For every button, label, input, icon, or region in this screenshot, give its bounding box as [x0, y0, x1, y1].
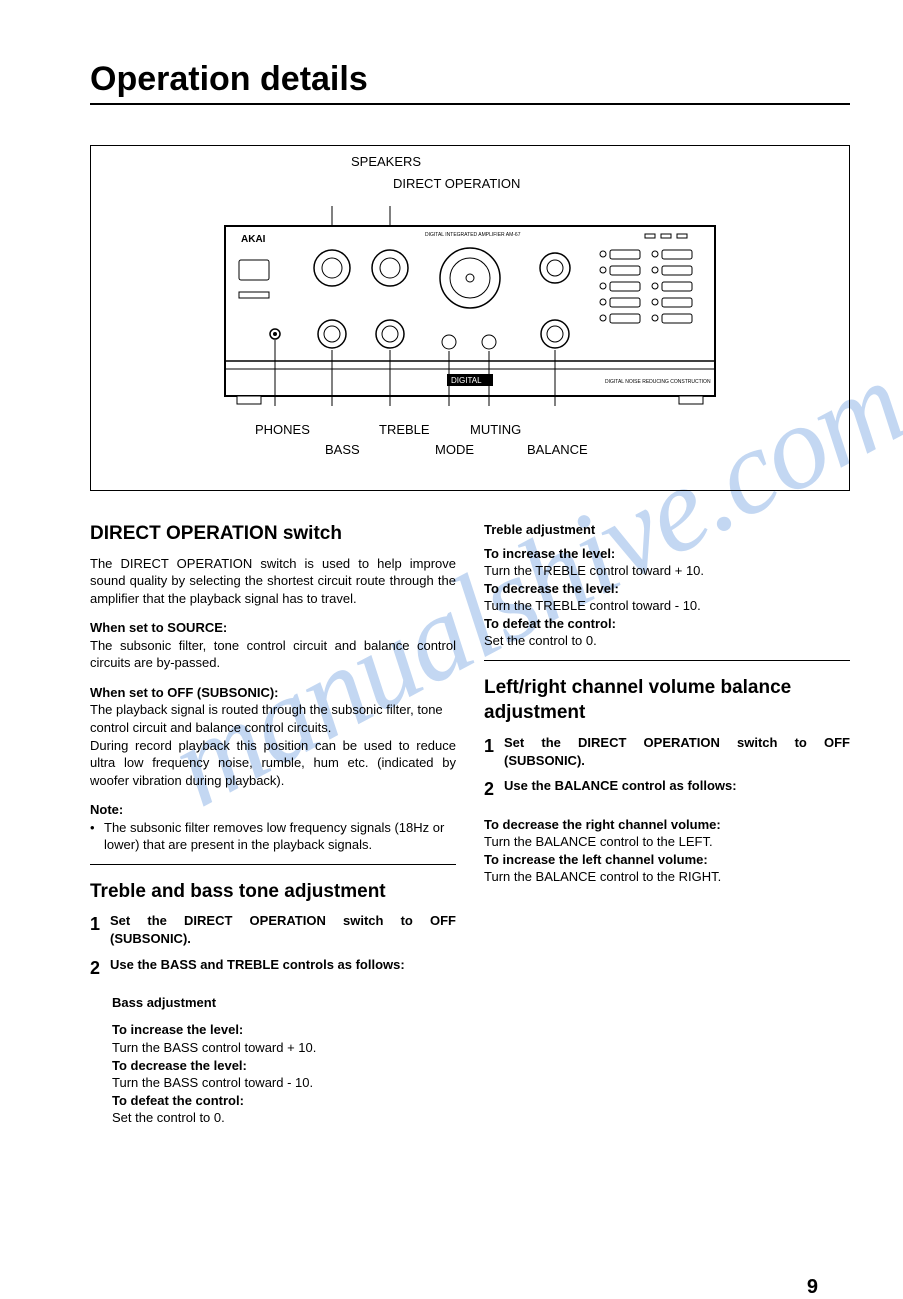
treble-dec-label: To decrease the level:: [484, 580, 850, 598]
tone-step2: Use the BASS and TREBLE controls as foll…: [110, 956, 456, 980]
amplifier-figure: SPEAKERS DIRECT OPERATION AKAI DIGITAL I…: [90, 145, 850, 491]
off-body2: During record playback this position can…: [90, 737, 456, 790]
bass-head: Bass adjustment: [112, 994, 456, 1012]
callout-direct-operation: DIRECT OPERATION: [393, 176, 520, 191]
brand-label: AKAI: [241, 234, 266, 245]
page-number: 9: [807, 1276, 818, 1299]
treble-def-body: Set the control to 0.: [484, 632, 850, 650]
balance-step2: Use the BALANCE control as follows:: [504, 777, 850, 801]
treble-adjustment: To increase the level: Turn the TREBLE c…: [484, 545, 850, 650]
treble-inc-label: To increase the level:: [484, 545, 850, 563]
off-label: When set to OFF (SUBSONIC):: [90, 684, 456, 702]
callout-phones: PHONES: [255, 422, 310, 437]
balance-adjustment: To decrease the right channel volume: Tu…: [484, 816, 850, 886]
bass-dec-label: To decrease the level:: [112, 1057, 456, 1075]
tone-heading: Treble and bass tone adjustment: [90, 879, 456, 905]
balance-step-number-2: 2: [484, 777, 504, 801]
treble-def-label: To defeat the control:: [484, 615, 850, 633]
bullet-dot: •: [90, 819, 104, 854]
treble-head: Treble adjustment: [484, 521, 850, 539]
balance-inc-l-body: Turn the BALANCE control to the RIGHT.: [484, 868, 850, 886]
callout-bass: BASS: [325, 442, 360, 457]
bass-def-body: Set the control to 0.: [112, 1109, 456, 1127]
note-body: The subsonic filter removes low frequenc…: [104, 819, 456, 854]
note-bullet: • The subsonic filter removes low freque…: [90, 819, 456, 854]
callout-mode: MODE: [435, 442, 474, 457]
callout-treble: TREBLE: [379, 422, 430, 437]
tone-steps: 1 Set the DIRECT OPERATION switch to OFF…: [90, 912, 456, 979]
amplifier-panel-svg: AKAI DIGITAL INTEGRATED AMPLIFIER AM-67: [215, 206, 725, 406]
digital-badge: DIGITAL: [451, 376, 482, 385]
callout-balance: BALANCE: [527, 442, 588, 457]
bass-inc-label: To increase the level:: [112, 1021, 456, 1039]
section-rule-2: [484, 660, 850, 661]
bottom-callouts: PHONES TREBLE MUTING BASS MODE BALANCE: [107, 422, 833, 468]
balance-heading: Left/right channel volume balance adjust…: [484, 675, 850, 726]
callout-muting: MUTING: [470, 422, 521, 437]
right-column: Treble adjustment To increase the level:…: [484, 515, 850, 1139]
balance-inc-l-label: To increase the left channel volume:: [484, 851, 850, 869]
footer-right-label: DIGITAL NOISE REDUCING CONSTRUCTION: [605, 379, 711, 385]
balance-steps: 1 Set the DIRECT OPERATION switch to OFF…: [484, 734, 850, 801]
body-columns: DIRECT OPERATION switch The DIRECT OPERA…: [90, 515, 850, 1139]
source-body: The subsonic filter, tone control circui…: [90, 637, 456, 672]
left-column: DIRECT OPERATION switch The DIRECT OPERA…: [90, 515, 456, 1139]
bass-def-label: To defeat the control:: [112, 1092, 456, 1110]
step-number-1: 1: [90, 912, 110, 947]
source-label: When set to SOURCE:: [90, 619, 456, 637]
step-number-2: 2: [90, 956, 110, 980]
bass-dec-body: Turn the BASS control toward - 10.: [112, 1074, 456, 1092]
off-body1: The playback signal is routed through th…: [90, 701, 456, 736]
balance-step-number-1: 1: [484, 734, 504, 769]
note-label: Note:: [90, 801, 456, 819]
bass-inc-body: Turn the BASS control toward + 10.: [112, 1039, 456, 1057]
section-rule-1: [90, 864, 456, 865]
callout-speakers: SPEAKERS: [351, 154, 421, 169]
page: Operation details SPEAKERS DIRECT OPERAT…: [90, 60, 850, 1139]
header-label: DIGITAL INTEGRATED AMPLIFIER AM-67: [425, 232, 521, 238]
balance-step1: Set the DIRECT OPERATION switch to OFF (…: [504, 734, 850, 769]
direct-op-intro: The DIRECT OPERATION switch is used to h…: [90, 555, 456, 608]
bass-adjustment: Bass adjustment To increase the level: T…: [112, 994, 456, 1127]
tone-step1: Set the DIRECT OPERATION switch to OFF (…: [110, 912, 456, 947]
balance-dec-r-label: To decrease the right channel volume:: [484, 816, 850, 834]
treble-dec-body: Turn the TREBLE control toward - 10.: [484, 597, 850, 615]
balance-dec-r-body: Turn the BALANCE control to the LEFT.: [484, 833, 850, 851]
treble-inc-body: Turn the TREBLE control toward + 10.: [484, 562, 850, 580]
direct-op-heading: DIRECT OPERATION switch: [90, 521, 456, 547]
page-title: Operation details: [90, 60, 850, 105]
